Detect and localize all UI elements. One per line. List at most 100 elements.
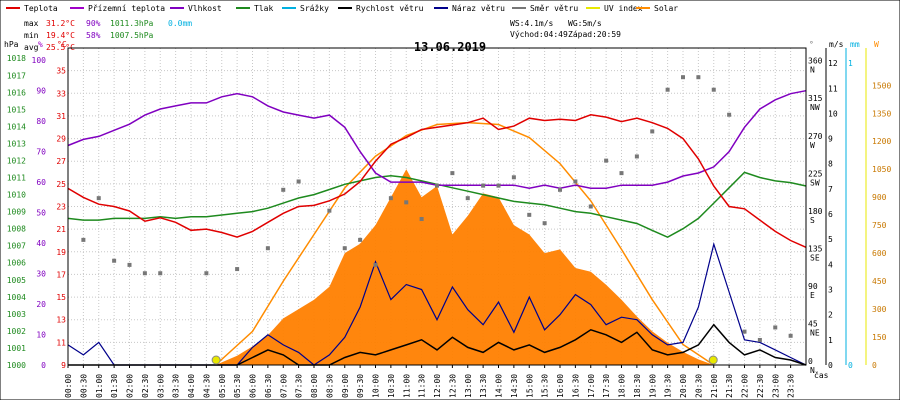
stats-max-label: max bbox=[24, 19, 39, 28]
temperature-tick-label: 29 bbox=[56, 135, 66, 144]
wind-direction-point bbox=[681, 75, 685, 80]
wind-tick-label: 5 bbox=[828, 235, 833, 244]
wind-direction-point bbox=[373, 262, 378, 267]
legend-label: Přízemní teplota bbox=[88, 4, 165, 13]
unit-hpa: hPa bbox=[4, 40, 19, 49]
uv-sun-marker bbox=[211, 355, 221, 365]
stats-max-hum: 90% bbox=[86, 19, 101, 28]
x-tick-label: 09:30 bbox=[356, 374, 365, 398]
x-tick-label: 14:30 bbox=[510, 374, 519, 398]
wind-direction-point bbox=[204, 271, 209, 276]
humidity-tick-label: 10 bbox=[36, 331, 46, 340]
stats-avg-temp: 25.5°C bbox=[46, 43, 75, 52]
wind-direction-point bbox=[558, 187, 562, 192]
x-tick-label: 13:00 bbox=[464, 374, 473, 398]
stats-min-press: 1007.5hPa bbox=[110, 31, 154, 40]
temperature-tick-label: 23 bbox=[56, 203, 66, 212]
direction-tick-label: 45 bbox=[808, 319, 818, 328]
x-tick-label: 19:00 bbox=[648, 374, 657, 398]
wind-direction-point bbox=[450, 171, 455, 176]
humidity-tick-label: 40 bbox=[36, 239, 46, 248]
x-tick-label: 23:30 bbox=[787, 374, 796, 398]
wind-tick-label: 1 bbox=[828, 336, 833, 345]
wind-direction-point bbox=[235, 267, 240, 272]
info-block: WS:4.1m/s WG:5m/s Východ:04:49 Západ:20:… bbox=[510, 19, 621, 39]
unit-w: W bbox=[874, 40, 879, 49]
x-tick-label: 15:30 bbox=[541, 374, 550, 398]
x-tick-label: 21:00 bbox=[710, 374, 719, 398]
wind-direction-point bbox=[96, 196, 101, 201]
wind-tick-label: 3 bbox=[828, 286, 833, 295]
chart-title: 13.06.2019 bbox=[414, 40, 486, 54]
direction-tick-label: 180 bbox=[808, 207, 823, 216]
x-tick-label: 13:30 bbox=[479, 374, 488, 398]
rain-tick-label: 0 bbox=[848, 361, 853, 370]
x-tick-label: 19:30 bbox=[664, 374, 673, 398]
wind-direction-points bbox=[81, 75, 793, 342]
legend-label: Náraz větru bbox=[452, 4, 505, 13]
x-tick-label: 06:00 bbox=[249, 374, 258, 398]
solar-tick-label: 0 bbox=[872, 361, 877, 370]
temperature-tick-label: 15 bbox=[56, 293, 66, 302]
temperature-tick-label: 11 bbox=[56, 338, 66, 347]
temperature-tick-label: 9 bbox=[61, 361, 66, 370]
pressure-tick-label: 1012 bbox=[7, 156, 26, 165]
pressure-tick-label: 1007 bbox=[7, 242, 26, 251]
wind-direction-point bbox=[696, 75, 701, 80]
unit-pct: % bbox=[38, 40, 43, 49]
solar-measured-fill bbox=[215, 169, 714, 365]
humidity-tick-label: 30 bbox=[36, 270, 46, 279]
x-tick-label: 04:00 bbox=[187, 374, 196, 398]
temperature-tick-label: 25 bbox=[56, 180, 66, 189]
x-tick-label: 10:00 bbox=[372, 374, 381, 398]
wind-tick-label: 0 bbox=[828, 361, 833, 370]
direction-tick-label: 360 bbox=[808, 57, 823, 66]
temperature-tick-label: 35 bbox=[56, 67, 66, 76]
wind-tick-label: 11 bbox=[828, 84, 838, 93]
compass-tick-label: W bbox=[810, 141, 815, 150]
legend-label: Teplota bbox=[24, 4, 58, 13]
x-tick-label: 12:00 bbox=[433, 374, 442, 398]
wind-tick-label: 6 bbox=[828, 210, 833, 219]
x-tick-label: 11:00 bbox=[402, 374, 411, 398]
legend-label: Směr větru bbox=[530, 4, 578, 13]
temperature-tick-label: 13 bbox=[56, 316, 66, 325]
wind-tick-label: 2 bbox=[828, 311, 833, 320]
x-tick-label: 00:30 bbox=[79, 374, 88, 398]
x-tick-label: 02:00 bbox=[126, 374, 135, 398]
info-ws: WS:4.1m/s bbox=[510, 19, 554, 28]
x-tick-label: 16:30 bbox=[571, 374, 580, 398]
unit-time: čas bbox=[814, 370, 829, 380]
wind-direction-point bbox=[634, 154, 639, 159]
stats-min-hum: 58% bbox=[86, 31, 101, 40]
direction-tick-label: 225 bbox=[808, 169, 823, 178]
x-tick-label: 21:30 bbox=[725, 374, 734, 398]
solar-tick-label: 300 bbox=[872, 305, 887, 314]
solar-tick-label: 1200 bbox=[872, 137, 891, 146]
x-tick-label: 12:30 bbox=[448, 374, 457, 398]
pressure-tick-label: 1009 bbox=[7, 208, 26, 217]
x-tick-label: 06:30 bbox=[264, 374, 273, 398]
stats-max-rain: 0.0mm bbox=[168, 19, 192, 28]
wind-direction-point bbox=[465, 196, 470, 201]
solar-tick-label: 750 bbox=[872, 221, 887, 230]
legend-label: Vlhkost bbox=[188, 4, 222, 13]
x-tick-label: 10:30 bbox=[387, 374, 396, 398]
pressure-tick-label: 1004 bbox=[7, 293, 26, 302]
legend-label: Solar bbox=[654, 4, 678, 13]
humidity-tick-label: 80 bbox=[36, 117, 46, 126]
compass-tick-label: E bbox=[810, 291, 815, 300]
wind-direction-point bbox=[142, 271, 147, 276]
solar-tick-label: 150 bbox=[872, 333, 887, 342]
wind-direction-point bbox=[527, 212, 532, 217]
solar-tick-label: 1350 bbox=[872, 109, 891, 118]
pressure-tick-label: 1018 bbox=[7, 54, 26, 63]
wind-direction-point bbox=[496, 183, 501, 188]
wind-direction-point bbox=[435, 183, 439, 188]
x-tick-label: 00:00 bbox=[64, 374, 73, 398]
uv-sun-marker bbox=[708, 355, 718, 365]
humidity-tick-label: 20 bbox=[36, 300, 46, 309]
legend: Teplota Přízemní teplota Vlhkost Tlak Srážky… bbox=[6, 4, 678, 13]
